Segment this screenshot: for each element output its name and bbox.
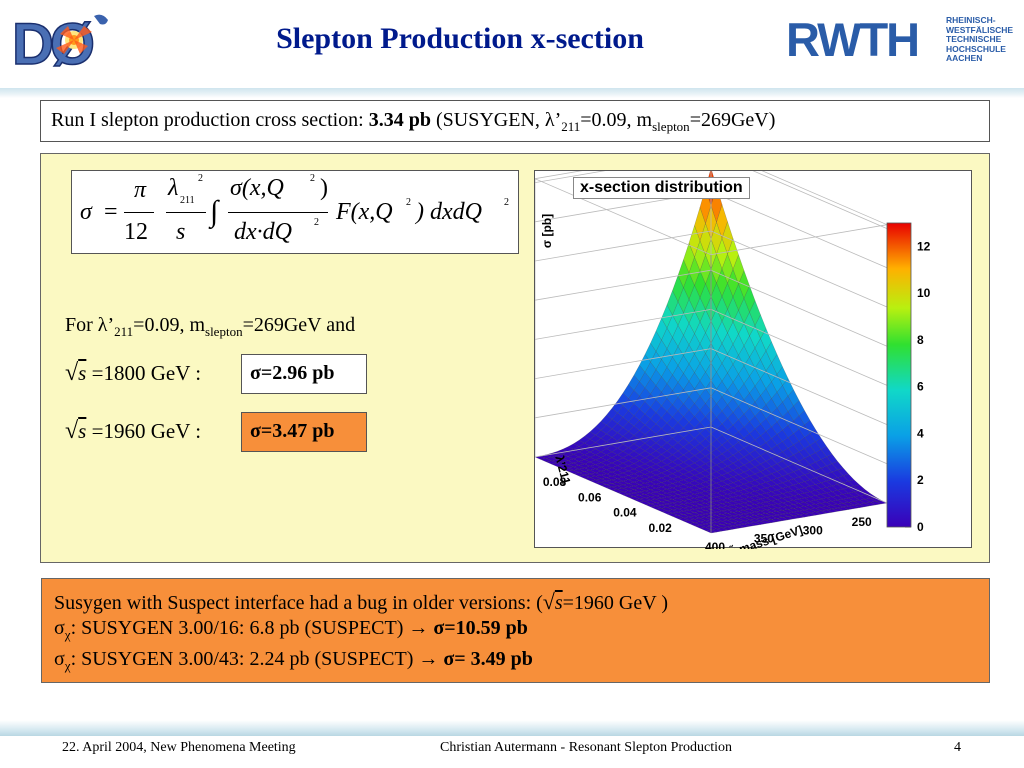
colorbar-tick-label: 8 — [917, 333, 924, 347]
footer-divider — [0, 720, 1024, 736]
colorbar-tick-label: 0 — [917, 520, 924, 534]
grid-line — [710, 191, 888, 269]
colorbar-tick-label: 12 — [917, 239, 931, 253]
grid-line — [535, 387, 712, 419]
energy-1960-line: √s =1960 GeV : — [65, 418, 202, 444]
summary-box: Run I slepton production cross section: … — [40, 100, 990, 142]
frame-edge — [710, 224, 888, 256]
main-panel: σ = π 12 λ 211 2 s ∫ σ(x,Q 2 ) dx·dQ 2 F… — [40, 153, 990, 563]
bug-note: Susygen with Suspect interface had a bug… — [41, 578, 990, 683]
bug-line-2: σχ: SUSYGEN 3.00/16: 6.8 pb (SUSPECT) → … — [54, 617, 528, 642]
parameter-line: For λ’211=0.09, mslepton=269GeV and — [65, 314, 356, 339]
grid-line — [535, 171, 606, 183]
colorbar — [886, 222, 912, 528]
lambda-tick-label: 0.06 — [578, 490, 602, 504]
header-band — [0, 0, 1024, 88]
mass-tick-label: 300 — [803, 523, 823, 537]
colorbar-tick-label: 2 — [917, 473, 924, 487]
plot-title: x-section distribution — [573, 177, 750, 199]
grid-line — [710, 309, 888, 386]
footer-date: 22. April 2004, New Phenomena Meeting — [62, 740, 296, 755]
cross-section-formula: σ = π 12 λ 211 2 s ∫ σ(x,Q 2 ) dx·dQ 2 F… — [71, 170, 519, 254]
grid-line — [710, 230, 888, 308]
xsection-plot: 024681012140.020.040.060.080.12503003504… — [534, 170, 972, 549]
lambda-tick-label: 0.08 — [543, 475, 567, 489]
frame-edge — [535, 178, 712, 256]
summary-value: 3.34 pb — [368, 109, 431, 131]
rwth-wordmark: RWTH — [786, 13, 920, 66]
frame-edge — [710, 426, 888, 504]
plot-frame — [535, 171, 888, 533]
rwth-subtitle: RHEINISCH- WESTFÄLISCHE TECHNISCHE HOCHS… — [946, 15, 1014, 63]
mass-tick-label: 250 — [852, 515, 872, 529]
page-number: 4 — [954, 740, 961, 755]
bug-line-1: Susygen with Suspect interface had a bug… — [54, 589, 669, 614]
frame-edge — [761, 171, 888, 226]
mass-tick-label: 350 — [754, 532, 774, 546]
d0-logo: DØ — [11, 11, 108, 74]
rwth-logo: RWTH RHEINISCH- WESTFÄLISCHE TECHNISCHE … — [786, 13, 1018, 66]
lambda-tick-label: 0.02 — [648, 521, 672, 535]
slide-title: Slepton Production x-section — [276, 22, 644, 55]
grid-line — [710, 387, 888, 465]
grid-line — [752, 171, 888, 229]
surface — [535, 171, 888, 534]
xsection-surface-plot: 024681012140.020.040.060.080.12503003504… — [535, 171, 931, 549]
grid-line — [535, 309, 712, 340]
result-1960: σ=3.47 pb — [241, 412, 367, 452]
grid-line — [710, 348, 888, 425]
arrow-icon: → — [418, 648, 439, 670]
header-divider — [0, 88, 1024, 98]
bug-line-3: σχ: SUSYGEN 3.00/43: 2.24 pb (SUSPECT) →… — [54, 648, 533, 673]
result-1800: σ=2.96 pb — [241, 354, 367, 394]
colorbar-tick-label: 4 — [917, 426, 924, 440]
grid-line — [535, 348, 712, 379]
grid-line — [710, 269, 888, 347]
arrow-icon: → — [408, 617, 429, 639]
footer-author: Christian Autermann - Resonant Slepton P… — [440, 740, 733, 755]
energy-1800-line: √s =1800 GeV : — [65, 360, 202, 386]
grid-line — [535, 269, 712, 301]
colorbar-tick-label: 10 — [917, 286, 931, 300]
z-axis-title: σ [pb] — [540, 214, 554, 248]
frame-edge — [535, 426, 712, 458]
mass-tick-label: 400 — [705, 540, 725, 549]
svg-text:DØ: DØ — [12, 12, 93, 74]
colorbar-tick-label: 6 — [917, 380, 924, 394]
grid-line — [535, 230, 712, 262]
frame-edge — [535, 171, 583, 180]
lambda-tick-label: 0.04 — [613, 506, 637, 520]
